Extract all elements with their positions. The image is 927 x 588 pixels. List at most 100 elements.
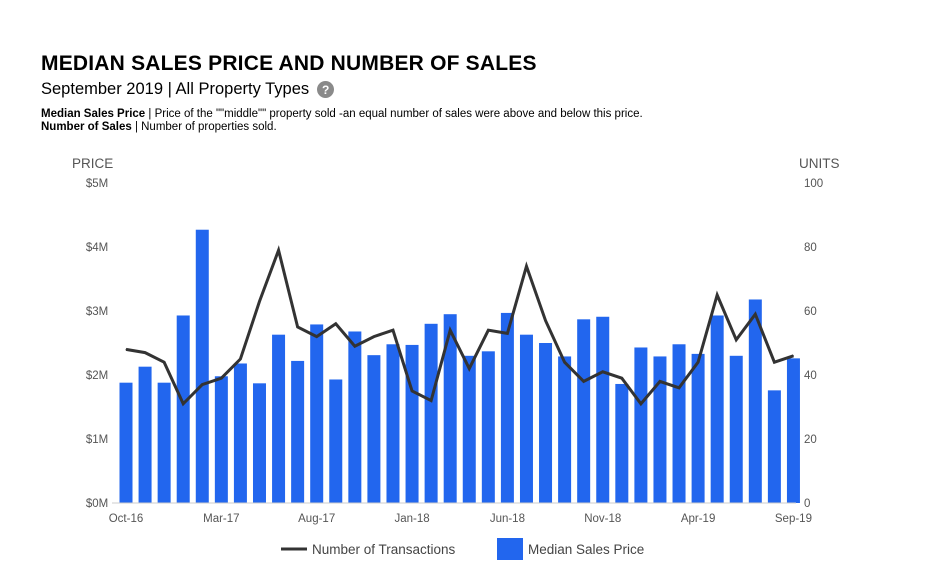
right-tick-label: 0 xyxy=(804,498,810,510)
right-tick-label: 60 xyxy=(804,306,817,318)
bar-Jun-17 xyxy=(272,334,286,503)
transactions-point-Jul-19 xyxy=(754,313,756,315)
legend: Number of Transactions Median Sales Pric… xyxy=(281,538,644,560)
transactions-point-Feb-18 xyxy=(430,400,432,402)
bar-Sep-17 xyxy=(329,379,343,503)
transactions-point-Apr-17 xyxy=(239,358,241,360)
transactions-point-Jun-19 xyxy=(735,339,737,341)
x-tick-label: Mar-17 xyxy=(203,513,239,525)
bar-Jun-18 xyxy=(500,312,514,503)
bar-May-18 xyxy=(481,351,495,503)
left-axis-ticks: $0M $1M $2M $3M $4M $5M xyxy=(86,178,108,510)
left-tick-label: $2M xyxy=(86,370,108,382)
transactions-point-Jun-18 xyxy=(506,332,508,334)
legend-bar-swatch xyxy=(497,538,523,560)
bar-Oct-16 xyxy=(119,382,133,503)
bar-May-19 xyxy=(710,315,724,503)
x-tick-label: Nov-18 xyxy=(584,513,621,525)
bar-Feb-19 xyxy=(653,356,667,503)
bar-Feb-17 xyxy=(195,229,209,503)
bar-Nov-17 xyxy=(367,355,381,503)
transactions-line xyxy=(125,245,794,407)
right-tick-label: 100 xyxy=(804,178,823,190)
bar-Jan-19 xyxy=(634,347,648,503)
bar-Sep-19 xyxy=(786,358,800,503)
transactions-point-Nov-16 xyxy=(144,352,146,354)
transactions-point-May-19 xyxy=(716,294,718,296)
transactions-point-Oct-17 xyxy=(354,345,356,347)
x-axis-ticks: Oct-16 Mar-17 Aug-17 Jan-18 Jun-18 Nov-18 Apr-… xyxy=(109,513,812,525)
transactions-point-Apr-18 xyxy=(468,368,470,370)
definition-median-price-text: | Price of the ""middle"" property sold … xyxy=(145,108,643,120)
x-tick-label: Jan-18 xyxy=(394,513,429,525)
transactions-point-Jul-18 xyxy=(525,265,527,267)
transactions-point-Aug-18 xyxy=(545,320,547,322)
bar-Oct-18 xyxy=(577,319,591,503)
transactions-point-Nov-17 xyxy=(373,336,375,338)
transactions-point-Sep-17 xyxy=(335,323,337,325)
transactions-point-Dec-18 xyxy=(621,377,623,379)
left-axis-title: PRICE xyxy=(72,156,113,171)
right-axis-title: UNITS xyxy=(799,156,840,171)
bar-Dec-16 xyxy=(157,382,171,503)
definition-median-price: Median Sales Price | Price of the ""midd… xyxy=(41,108,643,120)
bar-Dec-17 xyxy=(386,344,400,503)
bar-Dec-18 xyxy=(615,383,629,503)
right-axis-ticks: 0 20 40 60 80 100 xyxy=(804,178,823,510)
transactions-point-Feb-19 xyxy=(659,380,661,382)
transactions-point-Mar-17 xyxy=(220,377,222,379)
bar-Apr-19 xyxy=(691,353,705,503)
help-icon[interactable]: ? xyxy=(317,81,335,98)
bar-Jun-19 xyxy=(729,355,743,503)
definition-number-of-sales-text: | Number of properties sold. xyxy=(131,121,277,133)
bar-Jul-19 xyxy=(748,299,762,503)
transactions-point-May-18 xyxy=(487,329,489,331)
transactions-point-Jul-17 xyxy=(297,326,299,328)
definition-number-of-sales: Number of Sales | Number of properties s… xyxy=(41,121,277,133)
bar-Oct-17 xyxy=(348,331,362,503)
line-series xyxy=(125,245,794,407)
transactions-point-Jan-17 xyxy=(182,403,184,405)
transactions-point-Dec-16 xyxy=(163,361,165,363)
bar-Mar-18 xyxy=(443,314,457,503)
bar-Feb-18 xyxy=(424,323,438,503)
bar-Jul-18 xyxy=(519,334,533,503)
x-tick-label: Aug-17 xyxy=(298,513,335,525)
left-tick-label: $0M xyxy=(86,498,108,510)
bar-Aug-18 xyxy=(539,343,553,503)
bar-Aug-17 xyxy=(310,324,324,503)
bar-Jul-17 xyxy=(291,360,305,503)
chart-subtitle-row: September 2019 | All Property Types ? xyxy=(41,80,335,99)
x-tick-label: Apr-19 xyxy=(681,513,716,525)
left-tick-label: $1M xyxy=(86,434,108,446)
left-tick-label: $4M xyxy=(86,242,108,254)
transactions-point-Aug-19 xyxy=(773,361,775,363)
transactions-point-Jan-18 xyxy=(411,390,413,392)
bar-Mar-19 xyxy=(672,344,686,503)
x-tick-label: Oct-16 xyxy=(109,513,144,525)
bar-Jan-18 xyxy=(405,344,419,503)
bar-Nov-16 xyxy=(138,366,152,503)
transactions-point-Oct-16 xyxy=(125,348,127,350)
definition-median-price-term: Median Sales Price xyxy=(41,108,146,120)
transactions-point-Feb-17 xyxy=(201,384,203,386)
transactions-point-Sep-18 xyxy=(564,361,566,363)
transactions-point-Nov-18 xyxy=(602,371,604,373)
bar-Apr-17 xyxy=(233,363,247,503)
transactions-point-Apr-19 xyxy=(697,361,699,363)
transactions-point-May-17 xyxy=(258,300,260,302)
transactions-point-Sep-19 xyxy=(792,355,794,357)
transactions-point-Jun-17 xyxy=(278,249,280,251)
transactions-point-Dec-17 xyxy=(392,329,394,331)
bar-Aug-19 xyxy=(767,390,781,503)
bar-May-17 xyxy=(252,383,266,503)
bar-series xyxy=(119,229,800,503)
right-tick-label: 80 xyxy=(804,242,817,254)
x-tick-label: Sep-19 xyxy=(775,513,812,525)
bar-Sep-18 xyxy=(558,356,572,503)
bar-Nov-18 xyxy=(596,316,610,503)
right-tick-label: 20 xyxy=(804,434,817,446)
transactions-point-Aug-17 xyxy=(316,336,318,338)
x-tick-label: Jun-18 xyxy=(490,513,525,525)
